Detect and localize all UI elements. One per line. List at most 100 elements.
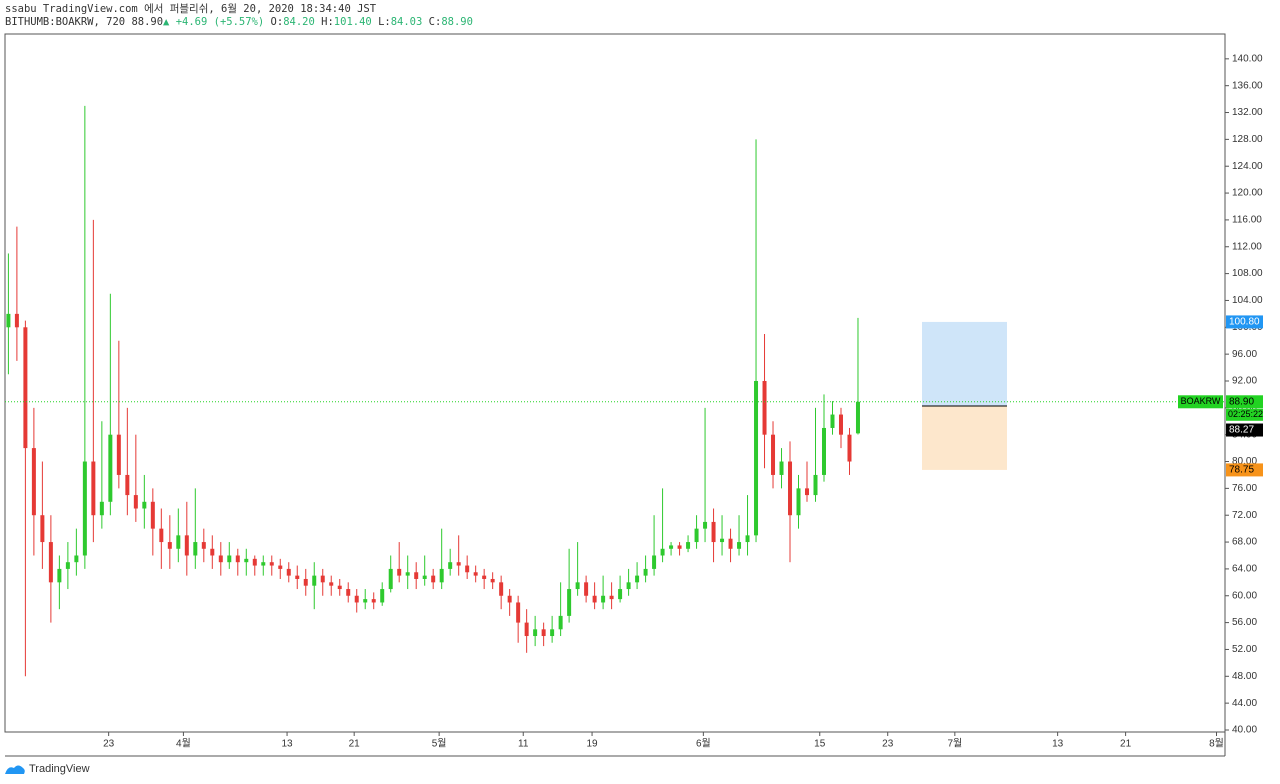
candle-body <box>533 629 538 637</box>
price-badge <box>1226 315 1263 329</box>
candle-body <box>779 461 784 475</box>
y-tick-label: 64.00 <box>1232 564 1257 575</box>
candle-body <box>176 535 181 549</box>
y-tick-label: 140.00 <box>1232 53 1263 64</box>
y-tick-label: 52.00 <box>1232 644 1257 655</box>
candle-body <box>252 558 257 566</box>
candle-body <box>754 380 759 536</box>
candle-body <box>660 548 665 556</box>
candle-body <box>592 595 597 603</box>
candle-body <box>184 535 189 556</box>
candle-body <box>278 565 283 569</box>
candle-body <box>150 501 155 529</box>
x-tick-label: 6월 <box>696 738 711 750</box>
x-tick-label: 8월 <box>1209 738 1224 750</box>
candle-body <box>550 629 555 637</box>
candle-body <box>227 555 232 563</box>
candle-body <box>626 582 631 590</box>
y-tick-label: 104.00 <box>1232 295 1263 306</box>
symbol-badge-label: BOAKRW <box>1181 396 1221 406</box>
candle-body <box>465 565 470 573</box>
candle-body <box>363 599 368 603</box>
change: +4.69 (+5.57%) <box>175 16 265 28</box>
y-tick-label: 72.00 <box>1232 510 1257 521</box>
candle-body <box>23 327 28 449</box>
countdown: 02:25:22 <box>1228 409 1263 419</box>
candle-body <box>686 542 691 549</box>
candle-body <box>210 548 215 556</box>
l: 84.03 <box>390 16 423 28</box>
candle-body <box>618 589 623 600</box>
candle-body <box>541 629 546 637</box>
candle-body <box>133 495 138 509</box>
y-tick-label: 44.00 <box>1232 698 1257 709</box>
price-badge <box>1226 463 1263 477</box>
candle-body <box>439 568 444 583</box>
candle-body <box>388 568 393 590</box>
plot-frame <box>4 33 1226 733</box>
candle-body <box>490 578 495 583</box>
candle-body <box>193 542 198 556</box>
brand: TradingView <box>29 763 90 775</box>
price-badge-label: 88.90 <box>1229 396 1254 407</box>
profit-zone <box>922 321 1007 407</box>
candle-body <box>524 622 529 637</box>
candle-body <box>6 313 11 328</box>
y-tick-label: 124.00 <box>1232 161 1263 172</box>
candle-body <box>601 595 606 603</box>
x-tick-label: 23 <box>103 739 115 750</box>
candle-body <box>371 599 376 603</box>
header: ssabu TradingView.com 에서 퍼블리쉬, 6월 20, 20… <box>5 3 473 29</box>
x-tick-label: 21 <box>349 739 361 750</box>
candle-body <box>431 575 436 583</box>
candle-body <box>635 575 640 583</box>
y-tick-label: 40.00 <box>1232 725 1257 736</box>
candle-body <box>677 545 682 549</box>
candle-body <box>125 474 130 496</box>
candle-body <box>796 488 801 516</box>
y-tick-label: 108.00 <box>1232 268 1263 279</box>
x-tick-label: 21 <box>1120 739 1132 750</box>
candle-body <box>82 461 87 556</box>
candle-body <box>855 401 860 434</box>
candle-body <box>346 589 351 596</box>
x-tick-label: 23 <box>882 739 894 750</box>
x-tick-label: 13 <box>1052 739 1064 750</box>
candle-body <box>652 555 657 569</box>
candle-body <box>422 575 427 579</box>
price-badge-label: 88.27 <box>1229 425 1254 436</box>
candle-body <box>99 501 104 516</box>
candle-body <box>397 568 402 576</box>
candle-body <box>499 582 504 596</box>
arrow: ▲ <box>163 16 170 28</box>
symbol: BITHUMB:BOAKRW, 720 <box>5 16 126 28</box>
candle-body <box>48 542 53 583</box>
candle-body <box>142 501 147 509</box>
candle-body <box>745 535 750 543</box>
o: 84.20 <box>283 16 315 28</box>
candle-body <box>771 434 776 475</box>
y-tick-label: 48.00 <box>1232 671 1257 682</box>
candle-body <box>847 434 852 462</box>
candle-body <box>482 575 487 579</box>
candle-body <box>320 575 325 583</box>
candle-body <box>65 562 70 569</box>
candle-body <box>414 572 419 579</box>
candle-body <box>312 575 317 586</box>
candle-body <box>167 542 172 549</box>
candle-body <box>74 555 79 563</box>
price-badge-label: 78.75 <box>1229 465 1254 476</box>
h: 101.40 <box>333 16 372 28</box>
candle-body <box>609 595 614 600</box>
x-tick-label: 15 <box>814 739 826 750</box>
y-tick-label: 136.00 <box>1232 80 1263 91</box>
candle-body <box>244 558 249 563</box>
candle-body <box>201 542 206 549</box>
l-label: L: <box>378 16 391 28</box>
candle-body <box>405 572 410 576</box>
candle-body <box>830 414 835 428</box>
price-badge-label: 100.80 <box>1229 317 1260 328</box>
x-tick-label: 19 <box>586 739 598 750</box>
y-tick-label: 112.00 <box>1232 241 1262 252</box>
